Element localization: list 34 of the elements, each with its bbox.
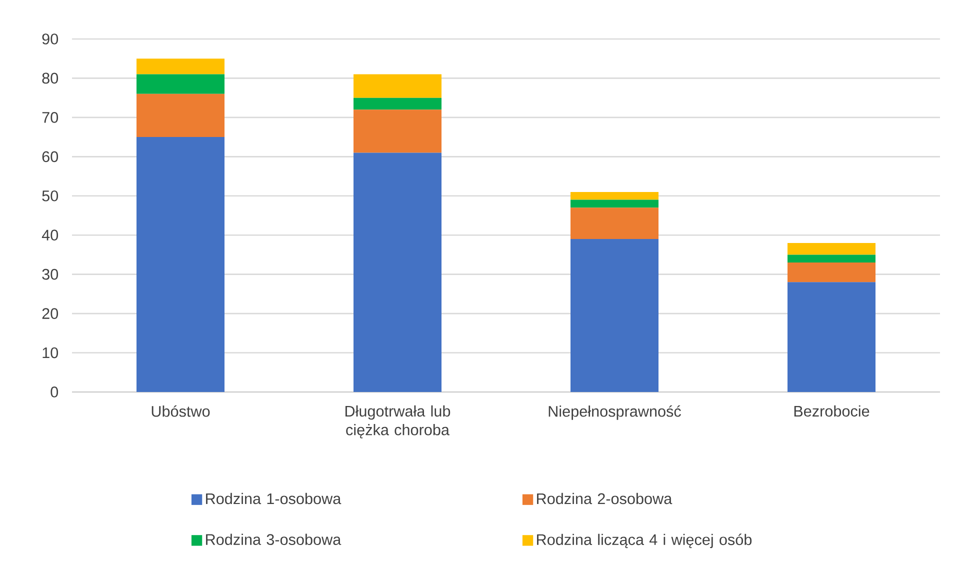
legend-label: Rodzina 3-osobowa xyxy=(206,534,342,545)
x-tick-label: Niepełnosprawność xyxy=(548,405,681,420)
y-tick-label: 80 xyxy=(42,72,58,84)
legend-label: Rodzina licząca 4 i więcej osób xyxy=(537,534,752,548)
x-tick-label: Bezrobocie xyxy=(794,405,870,417)
y-tick-label: 40 xyxy=(42,230,58,241)
y-tick-label: 60 xyxy=(42,151,58,162)
bar xyxy=(788,242,876,255)
y-tick-label: 50 xyxy=(42,190,58,202)
bar xyxy=(570,239,658,392)
bar xyxy=(354,74,442,98)
bar xyxy=(136,58,225,74)
y-tick-label: 0 xyxy=(50,386,58,398)
bar xyxy=(570,208,658,240)
bar xyxy=(136,94,225,138)
bar xyxy=(570,200,658,208)
x-tick-label: Ubóstwo xyxy=(152,405,210,417)
bar xyxy=(570,192,658,200)
y-tick-label: 10 xyxy=(42,347,58,358)
y-tick-label: 70 xyxy=(42,112,58,123)
bar xyxy=(354,110,442,153)
y-tick-label: 30 xyxy=(42,268,58,280)
bar xyxy=(354,98,442,110)
bar xyxy=(136,74,225,94)
bar xyxy=(136,137,225,392)
bar xyxy=(788,254,876,263)
x-tick-label: Długotrwała lub ciężka choroba xyxy=(345,405,450,438)
y-tick-label: 90 xyxy=(42,34,58,44)
bar xyxy=(788,282,876,392)
legend-label: Rodzina 2-osobowa xyxy=(537,492,672,504)
bar xyxy=(788,262,876,282)
legend-label: Rodzina 1-osobowa xyxy=(206,492,342,504)
bar xyxy=(354,152,442,392)
y-tick-label: 20 xyxy=(42,308,58,319)
